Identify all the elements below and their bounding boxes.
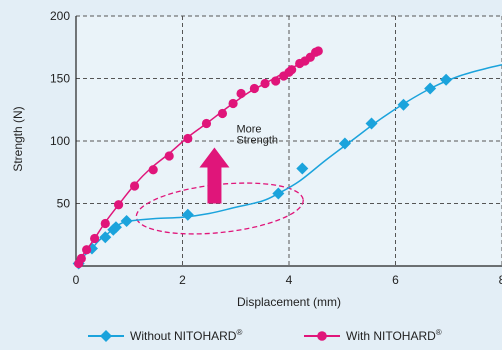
legend-marker [100,330,112,342]
x-tick-label: 0 [73,273,80,287]
data-point [440,73,453,86]
data-point [201,118,212,129]
series-0 [72,64,502,270]
data-point [99,231,112,244]
data-point [424,82,437,95]
data-point [272,187,285,200]
data-point [296,162,309,175]
x-axis-title: Displacement (mm) [237,295,341,309]
data-point [183,133,193,144]
legend-label-superscript: ® [436,328,442,337]
data-point [338,137,351,150]
grid [76,15,502,266]
data-point [365,117,378,130]
data-point [100,218,110,229]
data-point [228,98,238,109]
data-point [217,108,228,119]
annotation-text-line2: Strength [236,135,278,147]
data-point [236,88,246,99]
legend: Without NITOHARD® With NITOHARD® [88,328,442,343]
data-point [90,233,100,244]
data-point [271,76,281,86]
data-point [114,200,124,210]
series-layer [72,46,502,270]
x-tick-label: 8 [499,273,502,287]
data-point [260,78,270,89]
axes [75,16,502,267]
data-point [249,83,259,94]
data-point [82,245,92,255]
data-point [148,165,158,175]
y-tick-label: 50 [57,197,71,211]
legend-label-superscript: ® [236,328,242,337]
data-point [109,221,122,234]
tick-labels: 0 2 4 6 8 50 100 150 200 [50,9,502,287]
legend-label: With NITOHARD® [346,328,442,343]
data-point [129,181,140,191]
y-tick-label: 200 [50,9,70,23]
x-tick-label: 2 [179,273,186,287]
data-point [181,208,194,221]
y-tick-label: 150 [50,72,70,86]
data-point [397,98,410,111]
data-point [76,253,86,264]
annotation-text-line1: More [236,123,261,135]
series-1 [74,46,323,269]
data-point [120,215,133,227]
legend-label: Without NITOHARD® [130,328,242,343]
data-point [313,46,323,56]
x-tick-label: 4 [286,273,293,287]
y-tick-label: 100 [50,134,70,148]
data-point [287,65,297,75]
x-tick-label: 6 [392,273,399,287]
legend-marker [317,331,327,341]
y-axis-title: Strength (N) [11,106,25,171]
data-point [164,151,174,161]
more-strength-arrow [199,147,230,204]
